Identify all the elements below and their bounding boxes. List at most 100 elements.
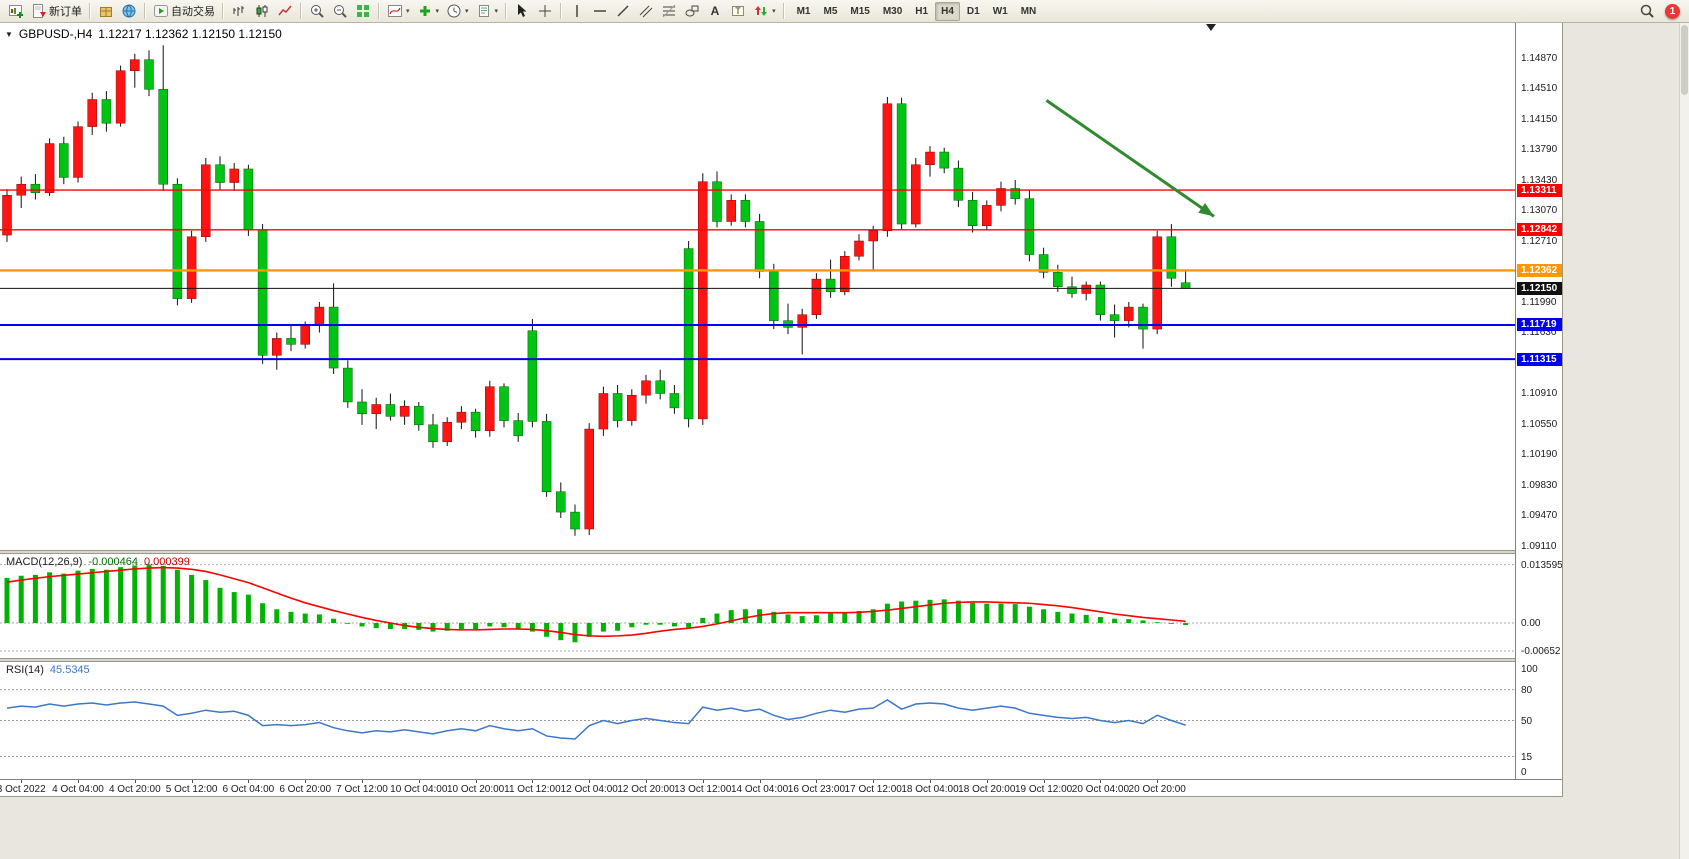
crosshair-icon — [539, 5, 552, 17]
symbol-period-label: GBPUSD-,H4 — [18, 27, 93, 41]
time-axis[interactable]: 3 Oct 2022 4 Oct 04:00 4 Oct 20:00 5 Oct 12… — [0, 779, 1562, 796]
line-chart-button[interactable] — [274, 1, 296, 21]
price-tag: 1.12150 — [1517, 281, 1562, 295]
macd-panel[interactable] — [0, 554, 1515, 658]
time-label: 20 Oct 04:00 — [1071, 784, 1130, 795]
price-tag: 1.11719 — [1517, 318, 1562, 332]
zoom-out-button[interactable] — [329, 1, 351, 21]
time-label: 6 Oct 20:00 — [279, 784, 332, 795]
time-label: 12 Oct 20:00 — [617, 784, 675, 795]
panel-divider[interactable] — [0, 550, 1562, 554]
candlestick-chart-button[interactable] — [251, 1, 273, 21]
timeframe-d1[interactable]: D1 — [966, 5, 980, 17]
macd-signal-line — [6, 566, 1186, 638]
rsi-axis-tick: 50 — [1521, 715, 1533, 727]
navigator-button[interactable] — [118, 1, 140, 21]
rsi-axis-tick: 100 — [1521, 664, 1538, 675]
chart-shift-marker[interactable] — [1206, 24, 1216, 31]
time-label: 16 Oct 23:00 — [787, 784, 846, 795]
trendline-button[interactable] — [612, 1, 634, 21]
time-label: 12 Oct 04:00 — [560, 784, 618, 795]
time-label: 4 Oct 20:00 — [108, 784, 161, 795]
price-tick: 1.14150 — [1521, 113, 1558, 125]
horizontal-lines — [0, 189, 1515, 361]
market-watch-button[interactable] — [95, 1, 117, 21]
price-tick: 1.10190 — [1521, 449, 1558, 461]
bar-chart-button[interactable] — [228, 1, 250, 21]
text-icon: A — [711, 4, 720, 18]
time-tick — [191, 780, 193, 783]
new-order-label: 新订单 — [49, 6, 82, 18]
periods-button[interactable]: ▾ — [443, 1, 472, 21]
fibonacci-button[interactable] — [658, 1, 680, 21]
chart-window: ▼ GBPUSD-,H4 1.12217 1.12362 1.12150 1.1… — [0, 23, 1563, 796]
chevron-down-icon: ▾ — [465, 8, 469, 15]
rsi-line — [6, 699, 1186, 740]
timeframe-m30[interactable]: M30 — [882, 5, 903, 17]
svg-text:A: A — [711, 4, 720, 18]
new-order-button[interactable]: 新订单 — [28, 1, 85, 21]
price-tick: 1.09830 — [1521, 479, 1558, 491]
search-icon — [1640, 4, 1654, 18]
time-label: 11 Oct 12:00 — [504, 784, 561, 795]
timeframe-w1[interactable]: W1 — [992, 5, 1008, 17]
time-tick — [986, 780, 988, 783]
collapse-icon[interactable]: ▼ — [5, 29, 13, 39]
text-button[interactable]: A — [704, 1, 726, 21]
horizontal-line-button[interactable] — [589, 1, 611, 21]
zoom-in-button[interactable] — [306, 1, 328, 21]
candlestick-chart-icon — [256, 5, 268, 17]
time-label: 13 Oct 12:00 — [674, 784, 732, 795]
time-label: 4 Oct 04:00 — [52, 784, 104, 795]
time-tick — [21, 780, 23, 783]
autotrading-button[interactable]: 自动交易 — [150, 1, 218, 21]
fibonacci-retracement-icon — [662, 4, 676, 18]
time-tick — [759, 780, 761, 783]
autotrading-icon — [154, 5, 168, 17]
price-axis[interactable]: 1.14870 1.14510 1.14150 1.13790 1.13430 1.130… — [1515, 23, 1562, 779]
channel-button[interactable] — [635, 1, 657, 21]
timeframe-group: M1 M5 M15 M30 H1 H4 D1 W1 MN — [791, 1, 1043, 21]
indicators-icon — [388, 5, 402, 17]
crosshair-button[interactable] — [534, 1, 556, 21]
scrollbar-thumb[interactable] — [1681, 25, 1688, 95]
time-label: 7 Oct 12:00 — [336, 784, 388, 795]
bottom-strip — [0, 796, 1563, 859]
tile-windows-button[interactable] — [352, 1, 374, 21]
timeframe-m5[interactable]: M5 — [823, 5, 838, 17]
panel-divider[interactable] — [0, 658, 1562, 662]
toolbar: 新订单 自动交易 — [0, 0, 1689, 23]
time-tick — [1157, 780, 1159, 783]
timeframe-m15[interactable]: M15 — [850, 5, 870, 17]
tile-windows-icon — [357, 5, 369, 17]
arrows-button[interactable]: ▾ — [750, 1, 779, 21]
timeframe-h1[interactable]: H1 — [915, 5, 929, 17]
time-label: 20 Oct 20:00 — [1128, 784, 1186, 795]
shapes-icon — [685, 5, 699, 17]
new-chart-button[interactable] — [5, 1, 27, 21]
price-tag: 1.11315 — [1517, 352, 1562, 366]
timeframe-m1[interactable]: M1 — [796, 5, 811, 17]
candles — [2, 45, 1191, 536]
chevron-down-icon: ▾ — [406, 8, 410, 15]
price-chart[interactable] — [0, 23, 1515, 550]
timeframe-mn[interactable]: MN — [1020, 5, 1037, 17]
arrows-icon — [755, 6, 768, 16]
search-button[interactable] — [1636, 1, 1658, 21]
text-label-button[interactable]: T — [727, 1, 749, 21]
zoom-in-icon — [311, 5, 324, 18]
vertical-line-icon — [576, 5, 578, 17]
price-tick: 1.11630 — [1521, 327, 1557, 339]
macd-label: MACD(12,26,9) -0.000464 0.000399 — [6, 556, 190, 568]
add-indicator-button[interactable]: ▾ — [414, 1, 443, 21]
timeframe-h4[interactable]: H4 — [935, 1, 960, 21]
indicators-button[interactable]: ▾ — [384, 1, 413, 21]
vertical-scrollbar[interactable] — [1679, 23, 1689, 859]
cursor-button[interactable] — [511, 1, 533, 21]
notification-badge[interactable]: 1 — [1665, 3, 1680, 19]
rsi-panel[interactable] — [0, 662, 1515, 778]
templates-button[interactable]: ▾ — [473, 1, 502, 21]
toolbar-separator — [505, 3, 508, 19]
shapes-button[interactable] — [681, 1, 703, 21]
vertical-line-button[interactable] — [566, 1, 588, 21]
